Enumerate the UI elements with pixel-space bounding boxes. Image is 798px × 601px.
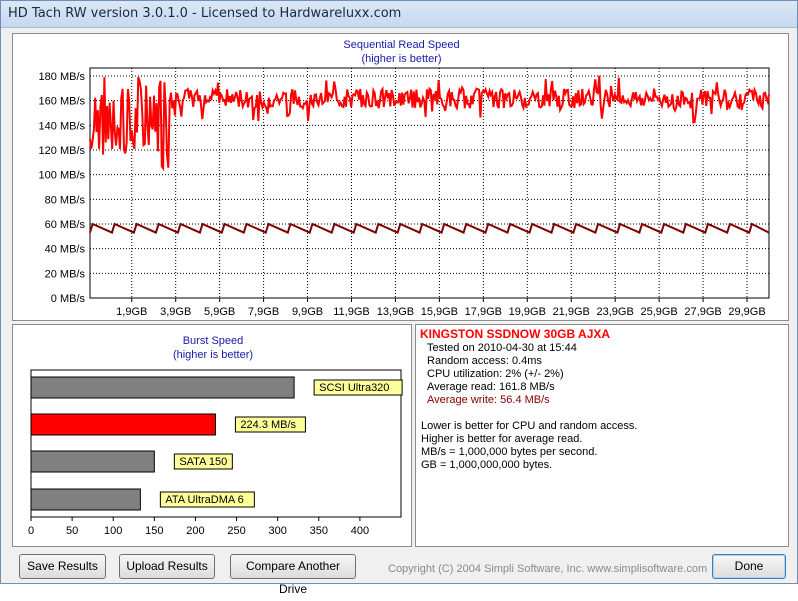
window-title: HD Tach RW version 3.0.1.0 - Licensed to… [8,6,402,21]
done-button[interactable]: Done [712,554,786,579]
bar-label-tag [159,491,255,508]
bar-label-tag [313,379,403,396]
sequential-chart: 0 MB/s 20 MB/s 40 MB/s 60 MB/s 80 MB/s 100 MB… [39,67,770,318]
x-tick-label: 19,9GB [509,306,546,318]
reference-bar [30,450,155,473]
x-tick-label: 350 [310,525,328,537]
bar-label-tag [173,453,233,470]
sequential-chart-subtitle: (higher is better) [361,53,442,65]
note-line: Higher is better for average read. [421,433,583,445]
bar-label: ATA UltraDMA 6 [165,494,243,506]
x-tick-label: 100 [104,525,122,537]
x-tick-label: 11,9GB [333,306,370,318]
reference-bar [30,376,295,399]
x-tick-label: 29,9GB [728,306,765,318]
random-access: Random access: 0.4ms [427,355,542,367]
y-tick-label: 60 MB/s [45,219,86,231]
y-tick-label: 100 MB/s [39,170,86,182]
x-tick-label: 17,9GB [465,306,502,318]
average-write: Average write: 56.4 MB/s [427,394,550,406]
x-tick-label: 7,9GB [248,306,279,318]
average-read: Average read: 161.8 MB/s [427,381,555,393]
burst-chart-panel: Burst Speed (higher is better) 0 50 100 150… [12,324,412,547]
x-tick-label: 200 [186,525,204,537]
x-tick-label: 15,9GB [421,306,458,318]
read-series-line [89,75,770,172]
x-tick-label: 13,9GB [377,306,414,318]
y-tick-label: 20 MB/s [45,268,86,280]
y-tick-label: 40 MB/s [45,244,86,256]
bar-label: SCSI Ultra320 [319,382,389,394]
x-tick-label: 250 [227,525,245,537]
y-tick-label: 120 MB/s [39,145,86,157]
title-bar[interactable]: HD Tach RW version 3.0.1.0 - Licensed to… [1,1,797,28]
sequential-chart-title: Sequential Read Speed [343,39,460,51]
x-tick-label: 9,9GB [292,306,323,318]
x-tick-label: 300 [268,525,286,537]
y-tick-label: 160 MB/s [39,96,86,108]
tested-date: Tested on 2010-04-30 at 15:44 [427,342,577,354]
burst-chart: 0 50 100 150 200 250 300 350 400 SCSI Ultra320 224… [28,369,403,537]
x-tick-label: 1,9GB [116,306,147,318]
sequential-chart-panel: Sequential Read Speed (higher is better)… [12,33,789,321]
y-tick-label: 80 MB/s [45,194,86,206]
x-tick-label: 5,9GB [204,306,235,318]
x-tick-label: 25,9GB [640,306,677,318]
x-tick-label: 150 [145,525,163,537]
y-tick-label: 180 MB/s [39,71,86,83]
cpu-utilization: CPU utilization: 2% (+/- 2%) [427,368,564,380]
copyright-text: Copyright (C) 2004 Simpli Software, Inc.… [388,563,708,575]
y-tick-label: 140 MB/s [39,120,86,132]
burst-chart-subtitle: (higher is better) [172,349,254,361]
current-drive-bar [30,413,216,436]
bar-label-tag [234,416,306,433]
bar-label: SATA 150 [179,456,227,468]
note-line: MB/s = 1,000,000 bytes per second. [421,446,598,458]
drive-name: KINGSTON SSDNOW 30GB AJXA [420,327,611,341]
x-tick-label: 23,9GB [597,306,634,318]
note-line: Lower is better for CPU and random acces… [421,420,638,432]
x-tick-label: 3,9GB [160,306,191,318]
reference-bar [30,488,141,511]
drive-info-panel: KINGSTON SSDNOW 30GB AJXA Tested on 2010… [415,324,789,547]
x-tick-label: 21,9GB [553,306,590,318]
x-tick-label: 0 [28,525,34,537]
burst-chart-title: Burst Speed [182,335,244,347]
x-tick-label: 50 [66,525,78,537]
bar-label: 224.3 MB/s [240,419,296,431]
compare-another-drive-button[interactable]: Compare Another Drive [230,554,356,596]
x-tick-label: 400 [351,525,369,537]
x-tick-label: 27,9GB [684,306,721,318]
note-line: GB = 1,000,000,000 bytes. [421,459,553,471]
y-tick-label: 0 MB/s [51,293,86,305]
save-results-button[interactable]: Save Results [19,554,106,579]
upload-results-button[interactable]: Upload Results [119,554,215,579]
write-series-line [89,222,770,234]
